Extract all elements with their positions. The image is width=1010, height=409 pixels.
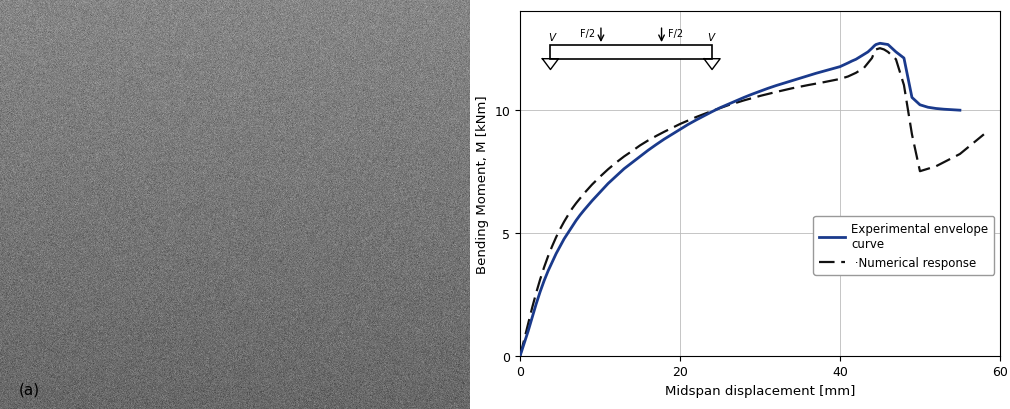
X-axis label: Midspan displacement [mm]: Midspan displacement [mm] bbox=[665, 384, 855, 397]
Text: V: V bbox=[547, 33, 556, 43]
Bar bbox=[550, 46, 712, 60]
Text: V: V bbox=[707, 33, 715, 43]
Y-axis label: Bending Moment, M [kNm]: Bending Moment, M [kNm] bbox=[476, 95, 489, 273]
Text: F/2: F/2 bbox=[580, 29, 595, 39]
Text: F/2: F/2 bbox=[668, 29, 683, 39]
Legend: Experimental envelope
curve,  ·Numerical response: Experimental envelope curve, ·Numerical … bbox=[813, 217, 994, 275]
Text: (a): (a) bbox=[19, 382, 40, 397]
